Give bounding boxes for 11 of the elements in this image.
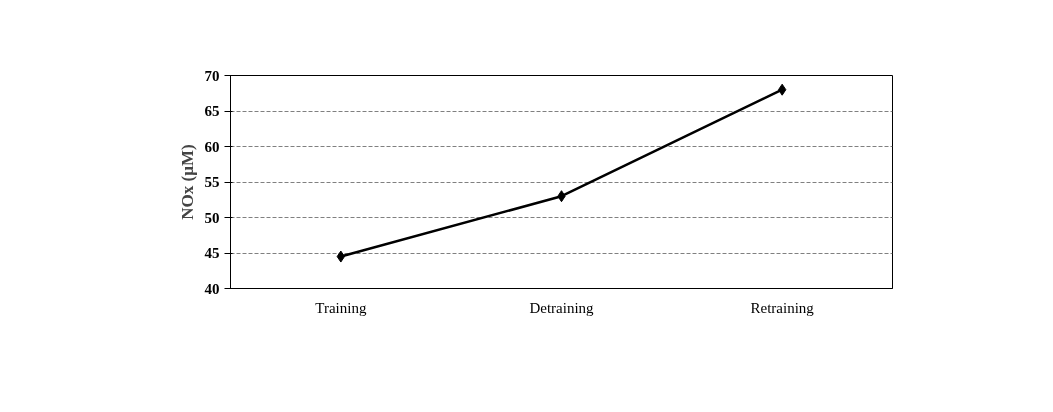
- y-tick-label: 45: [204, 245, 220, 261]
- x-tick-label: Retraining: [750, 299, 815, 316]
- y-tick-label: 50: [204, 209, 220, 226]
- x-tick-label: Training: [315, 299, 367, 316]
- y-tick-label: 70: [204, 67, 220, 84]
- y-tick-label: 65: [204, 103, 220, 119]
- y-tick-label: 60: [204, 138, 220, 155]
- y-tick-label: 55: [204, 174, 220, 190]
- x-tick-label: Detraining: [529, 299, 595, 316]
- y-axis-title: NOx (µM): [177, 144, 197, 220]
- y-tick-label: 40: [204, 280, 220, 297]
